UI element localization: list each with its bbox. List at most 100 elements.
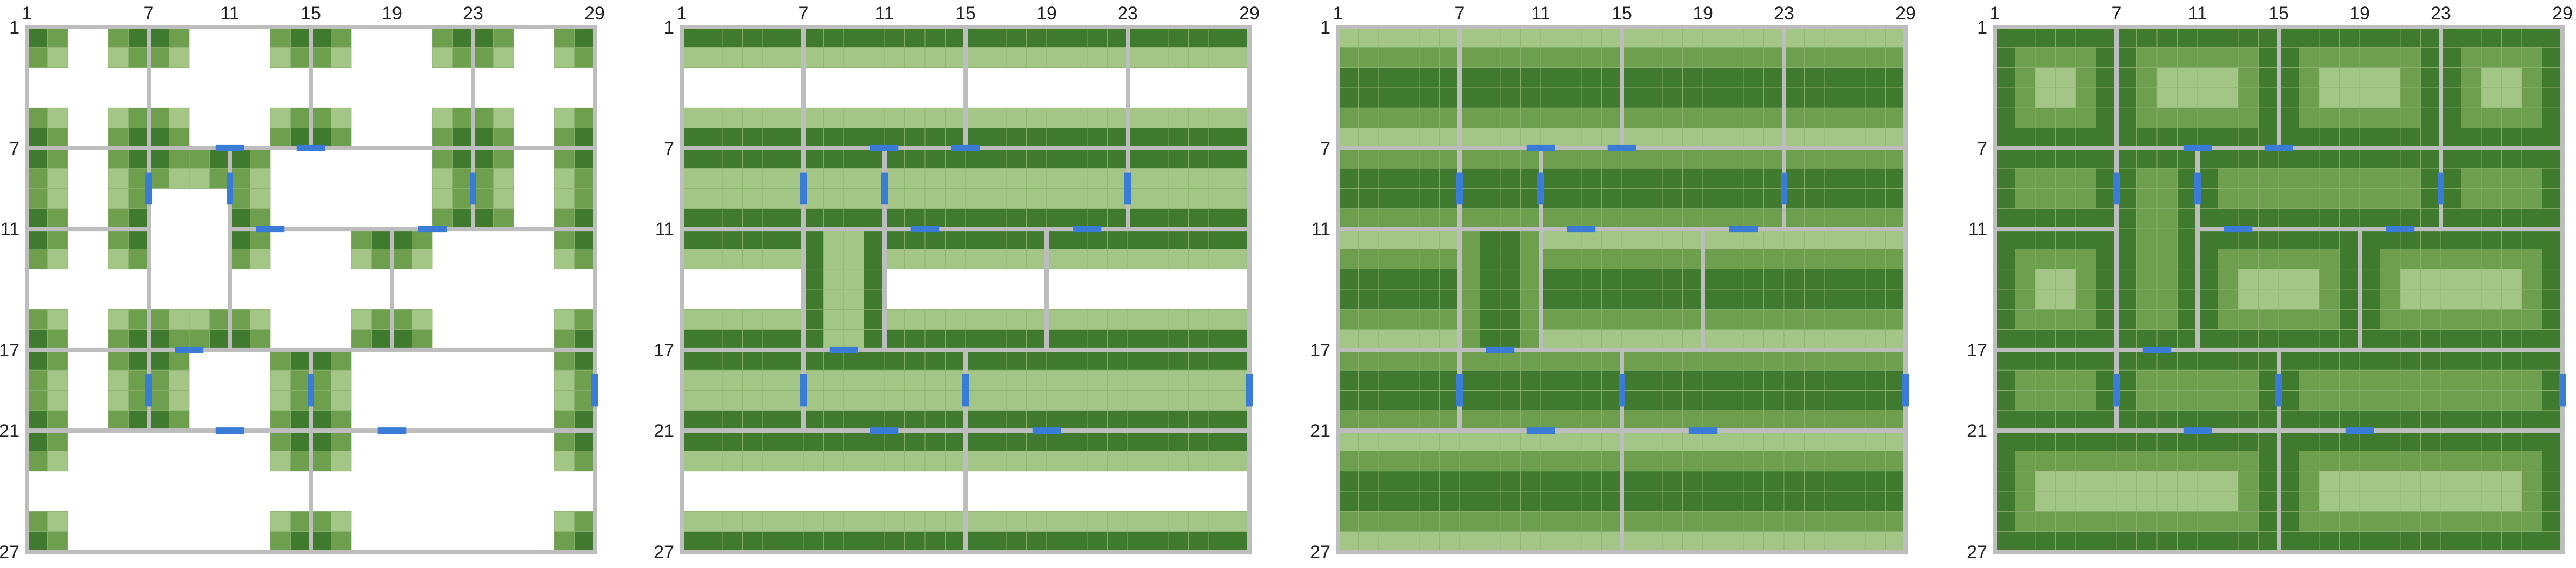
grid-cell (1208, 248, 1229, 270)
grid-cell (2481, 208, 2502, 229)
grid-cell (843, 47, 864, 68)
grid-cell (2218, 390, 2239, 411)
grid-cell (803, 430, 824, 451)
grid-cell (1561, 248, 1582, 270)
grid-cell (762, 27, 783, 48)
grid-cell (2258, 410, 2279, 431)
grid-cell (823, 369, 844, 391)
grid-cell (1208, 188, 1229, 209)
grid-cell (783, 349, 804, 371)
grid-cell (742, 168, 763, 189)
grid-cell (1107, 208, 1128, 229)
grid-cell (1581, 369, 1602, 391)
grid-cell (2116, 228, 2137, 249)
x-tick-label: 29 (1895, 3, 1916, 24)
grid-cell (1399, 451, 1420, 472)
grid-cell (803, 27, 824, 48)
grid-cell (1723, 309, 1744, 331)
grid-cell (2319, 471, 2340, 492)
grid-cell (2218, 248, 2239, 270)
grid-cell (1229, 228, 1250, 249)
grid-cell (1208, 47, 1229, 68)
grid-cell (2116, 390, 2137, 411)
grid-cell (128, 168, 149, 189)
grid-cell (1682, 47, 1703, 68)
grid-cell (722, 390, 743, 411)
grid-cell (1229, 349, 1250, 371)
x-tick-label: 1 (677, 3, 687, 24)
grid-cell (1208, 430, 1229, 451)
grid-cell (2015, 511, 2036, 532)
grid-cell (1480, 269, 1501, 290)
grid-cell (2015, 188, 2036, 209)
grid-cell (1500, 531, 1521, 552)
grid-cell (310, 349, 331, 371)
grid-cell (1783, 168, 1805, 189)
grid-cell (1399, 168, 1420, 189)
block (965, 430, 1250, 552)
grid-cell (2339, 471, 2360, 492)
grid-cell (2238, 27, 2259, 48)
grid-cell (1067, 410, 1088, 431)
grid-cell (2278, 289, 2299, 310)
grid-cell (924, 329, 946, 351)
grid-cell (1399, 410, 1420, 431)
block (1337, 27, 1460, 149)
grid-cell (1885, 471, 1906, 492)
grid-cell (2055, 329, 2076, 351)
grid-cell (351, 248, 372, 270)
grid-cell (945, 208, 966, 229)
grid-cell (1804, 128, 1825, 149)
grid-cell (843, 168, 864, 189)
grid-cell (1378, 491, 1399, 512)
grid-cell (2542, 309, 2563, 331)
x-tick-label: 11 (220, 3, 239, 24)
grid-cell (1480, 27, 1501, 48)
grid-cell (1378, 67, 1399, 88)
grid-cell (1480, 87, 1501, 108)
grid-cell (1399, 269, 1420, 290)
grid-cell (2177, 248, 2198, 270)
block (310, 27, 474, 149)
grid-cell (1702, 148, 1723, 169)
grid-cell (2015, 128, 2036, 149)
grid-cell (2218, 27, 2239, 48)
block (803, 27, 966, 149)
grid-cell (1682, 430, 1703, 451)
grid-cell (1520, 390, 1541, 411)
grid-cell (762, 369, 783, 391)
grid-cell (229, 329, 250, 351)
grid-cell (2501, 228, 2522, 249)
grid-cell (965, 188, 986, 209)
grid-cell (1723, 168, 1744, 189)
y-tick-label: 1 (664, 17, 674, 38)
grid-cell (1188, 168, 1209, 189)
grid-cell (2096, 128, 2117, 149)
grid-cell (1419, 430, 1440, 451)
grid-cell (1459, 269, 1480, 290)
grid-cell (1168, 27, 1189, 48)
grid-cell (762, 228, 783, 249)
grid-cell (1006, 248, 1027, 270)
grid-cell (681, 329, 702, 351)
grid-cell (1601, 27, 1622, 48)
grid-cell (2501, 168, 2522, 189)
grid-cell (1561, 329, 1582, 351)
grid-cell (2035, 289, 2056, 310)
grid-cell (1682, 289, 1703, 310)
grid-cell (2156, 349, 2178, 371)
grid-cell (924, 228, 946, 249)
grid-cell (1845, 471, 1866, 492)
grid-cell (1419, 369, 1440, 391)
block (26, 27, 149, 149)
grid-cell (2420, 87, 2441, 108)
grid-cell (2481, 531, 2502, 552)
grid-cell (1702, 107, 1723, 128)
grid-cell (169, 47, 190, 68)
grid-cell (1399, 228, 1420, 249)
grid-cell (1540, 148, 1561, 169)
block (1994, 228, 2117, 351)
grid-cell (2096, 491, 2117, 512)
grid-cell (2400, 369, 2421, 391)
grid-cell (2542, 148, 2563, 169)
